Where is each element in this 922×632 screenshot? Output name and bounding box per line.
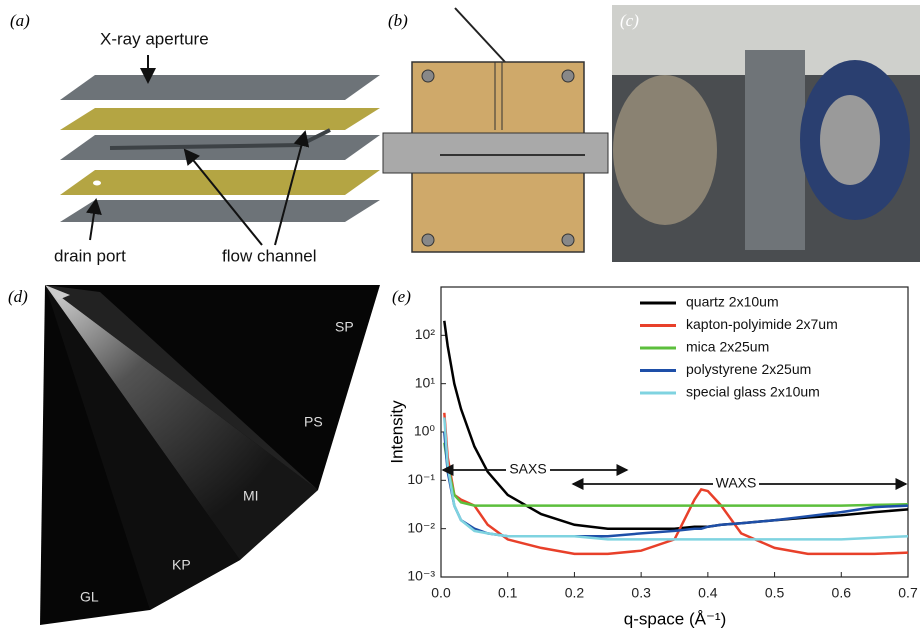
plot-frame xyxy=(440,286,909,578)
region-label: GL xyxy=(80,589,99,605)
y-axis-label: Intensity xyxy=(387,400,406,464)
annotation: X-ray aperture xyxy=(100,29,209,48)
annotation: flow channel xyxy=(222,246,317,265)
x-tick-label: 0.0 xyxy=(431,585,451,601)
x-tick-label: 0.3 xyxy=(631,585,651,601)
series-line xyxy=(443,442,909,507)
legend-label: kapton-polyimide 2x7um xyxy=(686,316,838,332)
x-tick-label: 0.1 xyxy=(498,585,518,601)
panel-c: (c) xyxy=(612,5,920,262)
x-tick-label: 0.4 xyxy=(698,585,718,601)
series-line xyxy=(443,320,909,530)
panel-label: (e) xyxy=(392,287,411,306)
y-tick-label: 10⁻² xyxy=(407,519,435,535)
legend-label: mica 2x25um xyxy=(686,339,769,355)
panel-e: (e) q-space (Å⁻¹) Intensity 0.0 0.1 0.2 0.3… xyxy=(387,286,918,628)
annotation: drain port xyxy=(54,246,126,265)
y-tick-label: 10² xyxy=(415,326,436,342)
annotation-bg xyxy=(713,476,759,492)
panel-label: (a) xyxy=(10,11,30,30)
panel-label: (d) xyxy=(8,287,28,306)
x-tick-label: 0.6 xyxy=(832,585,852,601)
panel-b: (b) xyxy=(382,7,609,253)
x-tick-label: 0.5 xyxy=(765,585,785,601)
series-line xyxy=(443,417,909,541)
panel-d: (d) SP PS MI KP GL xyxy=(8,285,380,625)
y-tick-label: 10¹ xyxy=(415,374,436,390)
legend-label: quartz 2x10um xyxy=(686,294,779,310)
region-label: KP xyxy=(172,557,191,573)
annotation: WAXS xyxy=(716,475,757,491)
y-tick-label: 10⁻¹ xyxy=(407,471,435,487)
panel-a: (a) X-ray aperture flow channel drain po… xyxy=(10,11,380,265)
region-label: SP xyxy=(335,319,354,335)
y-tick-label: 10⁻³ xyxy=(407,568,435,584)
x-tick-label: 0.7 xyxy=(898,585,918,601)
annotation: SAXS xyxy=(509,461,546,477)
series-line xyxy=(443,412,909,556)
annotation-bg xyxy=(506,462,550,478)
panel-label: (b) xyxy=(388,11,408,30)
panel-label: (c) xyxy=(620,11,639,30)
legend-label: polystyrene 2x25um xyxy=(686,361,811,377)
y-tick-label: 10⁰ xyxy=(414,423,436,439)
x-tick-label: 0.2 xyxy=(565,585,585,601)
region-label: MI xyxy=(243,488,259,504)
region-label: PS xyxy=(304,414,323,430)
legend-label: special glass 2x10um xyxy=(686,384,820,400)
x-axis-label: q-space (Å⁻¹) xyxy=(624,609,727,628)
